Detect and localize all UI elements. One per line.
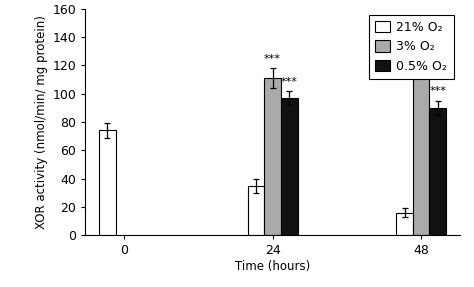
- Bar: [429, 108, 446, 235]
- Text: ***: ***: [429, 86, 446, 96]
- Y-axis label: XOR activity (nmol/min/ mg protein): XOR activity (nmol/min/ mg protein): [35, 15, 48, 229]
- Bar: [99, 131, 116, 235]
- Bar: [413, 60, 429, 235]
- Bar: [281, 98, 298, 235]
- Bar: [247, 186, 264, 235]
- Text: ***: ***: [281, 77, 298, 87]
- Legend: 21% O₂, 3% O₂, 0.5% O₂: 21% O₂, 3% O₂, 0.5% O₂: [369, 15, 454, 79]
- Bar: [264, 78, 281, 235]
- X-axis label: Time (hours): Time (hours): [235, 260, 310, 273]
- Bar: [396, 213, 413, 235]
- Text: ***: ***: [264, 54, 281, 64]
- Text: ***: ***: [413, 28, 429, 38]
